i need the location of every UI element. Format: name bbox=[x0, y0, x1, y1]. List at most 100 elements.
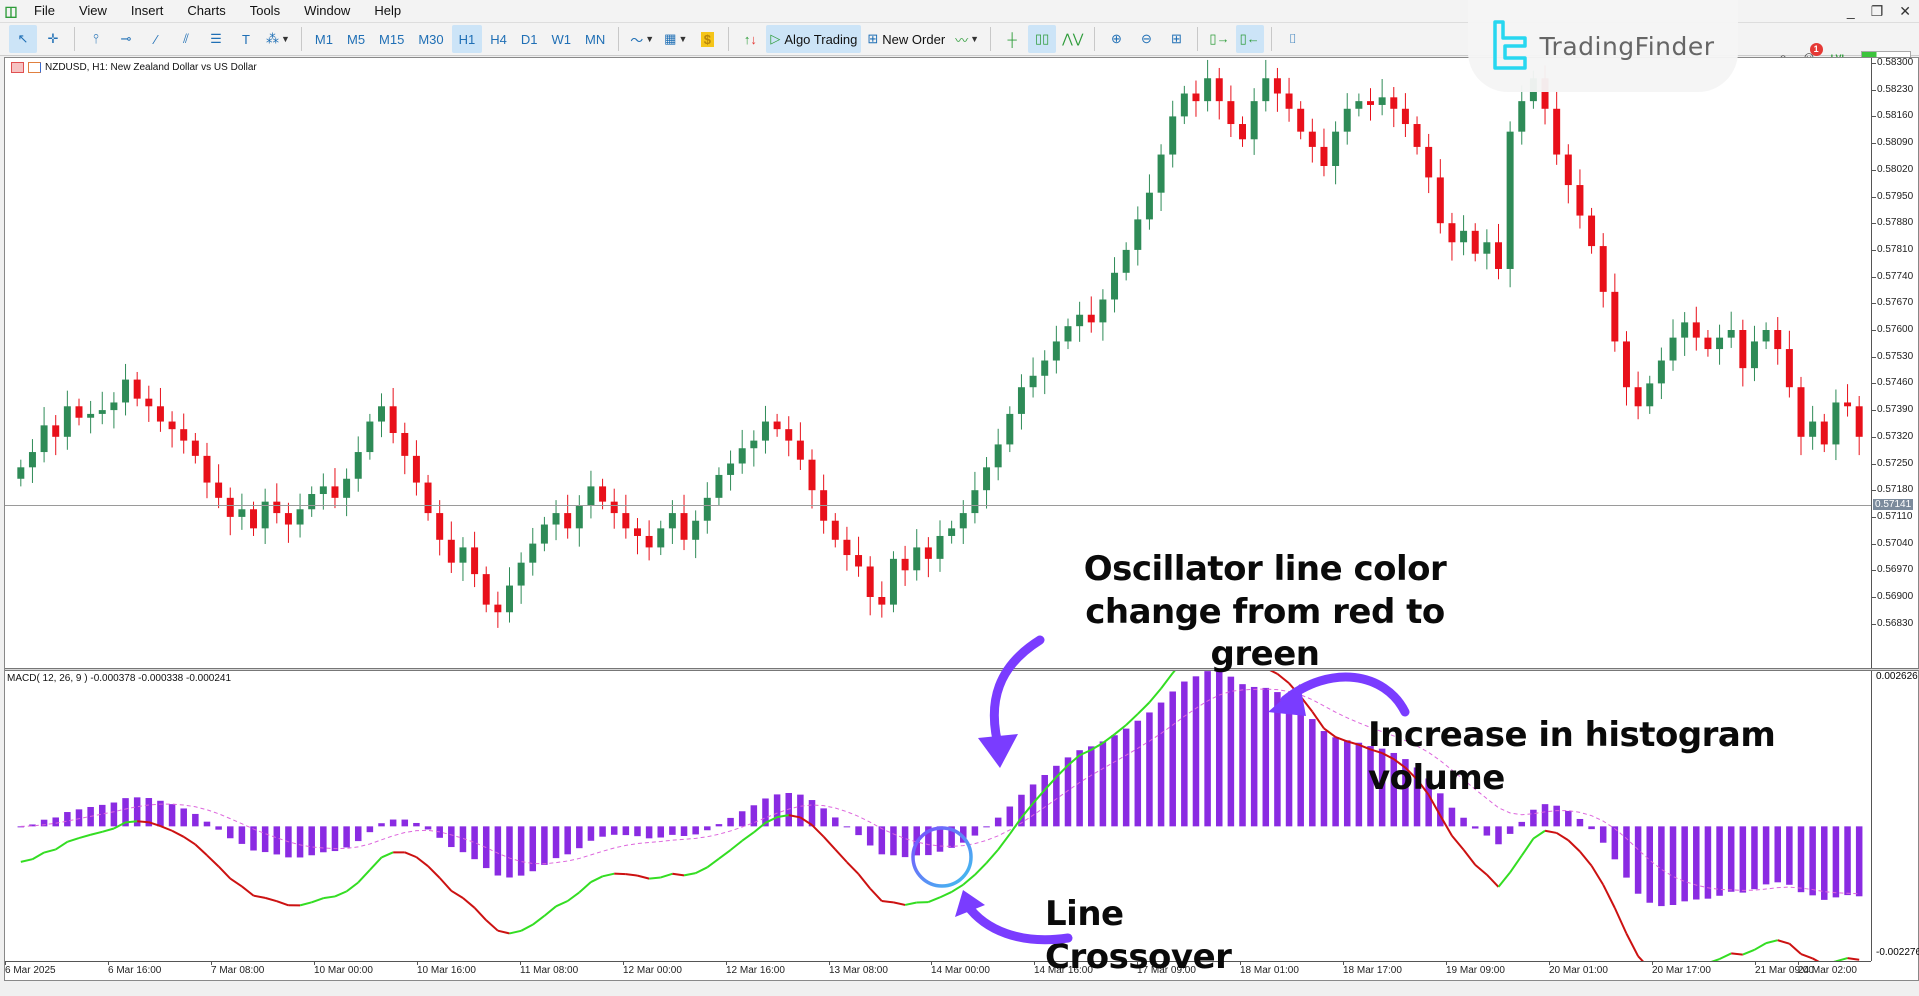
price-tick: 0.57040 bbox=[1872, 538, 1913, 549]
algo-trading-button[interactable]: ▷ Algo Trading bbox=[766, 25, 862, 53]
time-tick: 10 Mar 16:00 bbox=[417, 961, 476, 976]
price-tick: 0.58090 bbox=[1872, 137, 1913, 148]
trend-line-icon[interactable]: ⁄ bbox=[154, 31, 158, 47]
price-chart[interactable] bbox=[5, 58, 1871, 668]
timeframe-m5[interactable]: M5 bbox=[346, 31, 366, 47]
buy-sell-icon[interactable]: ↑ ↓ bbox=[743, 31, 757, 47]
timeframe-mn[interactable]: MN bbox=[585, 31, 606, 47]
timeframe-w1[interactable]: W1 bbox=[551, 31, 572, 47]
fibonacci-icon[interactable]: ☰ bbox=[210, 31, 222, 46]
panel-divider[interactable] bbox=[5, 668, 1919, 671]
price-tick: 0.57320 bbox=[1872, 431, 1913, 442]
price-axis[interactable]: 0.58300 0.58230 0.58160 0.58090 0.58020 0.579… bbox=[1871, 57, 1919, 668]
brand-name: TradingFinder bbox=[1539, 31, 1715, 61]
price-tick: 0.57180 bbox=[1872, 484, 1913, 495]
time-tick: 10 Mar 00:00 bbox=[314, 961, 373, 976]
menu-help[interactable]: Help bbox=[374, 3, 402, 18]
autoscroll-icon[interactable]: ▯→ bbox=[1209, 31, 1230, 46]
time-tick: 7 Mar 08:00 bbox=[211, 961, 265, 976]
price-tick: 0.57110 bbox=[1872, 511, 1912, 522]
toolbar-divider bbox=[990, 27, 992, 51]
shapes-icon[interactable]: ⁂ ▼ bbox=[266, 31, 290, 46]
templates-icon[interactable]: ▦ ▼ bbox=[664, 31, 688, 46]
notification-badge: 1 bbox=[1809, 43, 1823, 56]
toolbar-divider bbox=[1197, 27, 1199, 51]
zoom-out-icon[interactable]: ⊖ bbox=[1140, 31, 1152, 46]
chart-icon bbox=[11, 62, 24, 73]
screenshot-icon[interactable]: ⌷ bbox=[1288, 31, 1297, 46]
time-tick: 14 Mar 16:00 bbox=[1034, 961, 1093, 976]
tile-windows-icon[interactable]: ⊞ bbox=[1170, 31, 1182, 46]
price-tick: 0.57390 bbox=[1872, 404, 1913, 415]
new-order-icon: ⊞ bbox=[867, 31, 879, 46]
play-icon: ▷ bbox=[770, 31, 781, 46]
timeframe-d1[interactable]: D1 bbox=[520, 31, 538, 47]
price-tick: 0.58230 bbox=[1872, 84, 1913, 95]
price-tick: 0.57250 bbox=[1872, 458, 1913, 469]
timeframe-m1[interactable]: M1 bbox=[314, 31, 333, 47]
current-price-line bbox=[5, 505, 1871, 507]
candlestick-icon[interactable]: ▯▯ bbox=[1028, 25, 1057, 53]
macd-chart[interactable] bbox=[5, 671, 1871, 961]
dollar-icon[interactable]: $ bbox=[693, 25, 721, 53]
price-tick: 0.57740 bbox=[1872, 271, 1913, 282]
price-tick: 0.57810 bbox=[1872, 244, 1913, 255]
horizontal-line-icon[interactable]: ⊸ bbox=[120, 31, 132, 46]
time-axis[interactable]: 6 Mar 2025 6 Mar 16:00 7 Mar 08:00 10 Mar 0… bbox=[5, 961, 1871, 981]
current-price-label: 0.57141 bbox=[1873, 499, 1914, 511]
restore-button[interactable]: ❐ bbox=[1870, 2, 1884, 19]
timeframe-h4[interactable]: H4 bbox=[490, 31, 507, 47]
text-icon[interactable]: T bbox=[242, 31, 250, 47]
menu-tools[interactable]: Tools bbox=[249, 3, 281, 18]
timeframe-h1[interactable]: H1 bbox=[451, 25, 483, 53]
price-tick: 0.57600 bbox=[1872, 324, 1913, 335]
price-tick: 0.58160 bbox=[1872, 110, 1913, 121]
price-tick: 0.57950 bbox=[1872, 191, 1913, 202]
time-tick: 20 Mar 01:00 bbox=[1549, 961, 1608, 976]
signal-icon[interactable]: 〰 ▼ bbox=[955, 32, 980, 48]
time-tick: 6 Mar 16:00 bbox=[108, 961, 162, 976]
time-tick: 18 Mar 01:00 bbox=[1240, 961, 1299, 976]
menu-charts[interactable]: Charts bbox=[187, 3, 226, 18]
time-tick: 6 Mar 2025 bbox=[5, 961, 56, 976]
tradingfinder-watermark: TradingFinder bbox=[1468, 0, 1738, 92]
macd-axis[interactable]: 0.002626 -0.002276 bbox=[1871, 671, 1919, 961]
minimize-button[interactable]: _ bbox=[1846, 3, 1855, 19]
menu-view[interactable]: View bbox=[78, 3, 107, 18]
chart-window[interactable]: NZDUSD, H1: New Zealand Dollar vs US Dol… bbox=[4, 57, 1919, 981]
annotation-color-change: Oscillator line color change from red to… bbox=[1083, 549, 1447, 674]
chart-shift-icon[interactable]: ▯← bbox=[1235, 25, 1264, 53]
price-tick: 0.57530 bbox=[1872, 351, 1913, 362]
annotation-crossover: Line Crossover bbox=[1045, 894, 1232, 977]
menu-insert[interactable]: Insert bbox=[130, 3, 164, 18]
crosshair-icon[interactable]: ✛ bbox=[47, 31, 59, 46]
channel-icon[interactable]: ⫽ bbox=[183, 31, 189, 46]
menu-bar: ◫ File View Insert Charts Tools Window H… bbox=[0, 0, 1919, 22]
price-tick: 0.57880 bbox=[1872, 217, 1913, 228]
timeframe-m15[interactable]: M15 bbox=[379, 31, 405, 47]
app-logo-icon: ◫ bbox=[4, 2, 18, 19]
time-tick: 14 Mar 00:00 bbox=[931, 961, 990, 976]
macd-axis-top: 0.002626 bbox=[1876, 671, 1918, 682]
price-tick: 0.57670 bbox=[1872, 297, 1913, 308]
vertical-line-icon[interactable]: ⫯ bbox=[93, 31, 99, 46]
time-tick: 12 Mar 00:00 bbox=[623, 961, 682, 976]
menu-window[interactable]: Window bbox=[304, 3, 351, 18]
time-tick: 12 Mar 16:00 bbox=[726, 961, 785, 976]
line-chart-icon[interactable]: ⋀⋁ bbox=[1062, 31, 1084, 46]
zoom-in-icon[interactable]: ⊕ bbox=[1110, 31, 1122, 46]
timeframe-m30[interactable]: M30 bbox=[418, 31, 444, 47]
time-tick: 18 Mar 17:00 bbox=[1343, 961, 1402, 976]
close-button[interactable]: ✕ bbox=[1899, 2, 1911, 19]
bar-chart-icon[interactable]: ┼ bbox=[1007, 31, 1017, 47]
menu-file[interactable]: File bbox=[34, 3, 55, 18]
new-order-button[interactable]: ⊞ New Order bbox=[867, 31, 946, 47]
toolbar-divider bbox=[300, 27, 302, 51]
tradingfinder-logo-icon bbox=[1493, 20, 1528, 70]
indicators-icon[interactable]: 〜 ▼ bbox=[630, 32, 655, 48]
price-tick: 0.57460 bbox=[1872, 377, 1913, 388]
macd-label: MACD( 12, 26, 9 ) -0.000378 -0.000338 -0… bbox=[7, 673, 232, 684]
one-click-icon bbox=[28, 62, 41, 73]
cursor-icon[interactable]: ↖ bbox=[9, 25, 37, 53]
